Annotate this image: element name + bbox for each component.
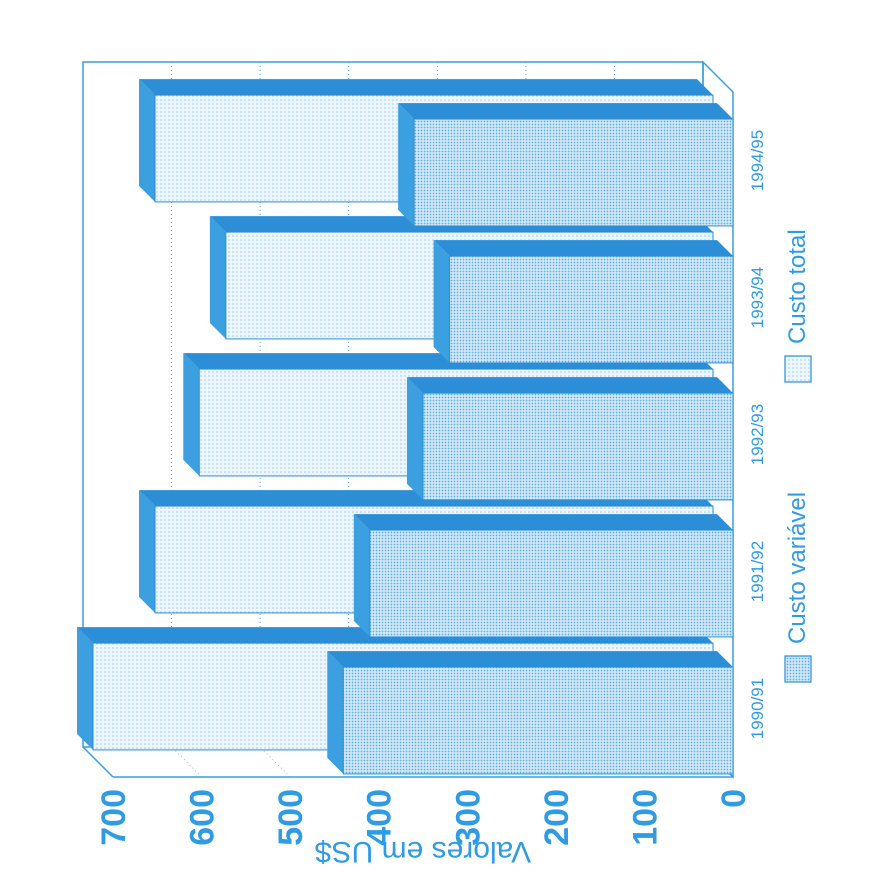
x-tick-label: 1991/92 — [748, 541, 767, 602]
bar-custo-variavel-side — [433, 240, 733, 257]
y-tick-label: 300 — [449, 789, 487, 846]
legend: Custo variável Custo total — [784, 229, 812, 683]
bar-custo-variavel — [342, 666, 734, 775]
x-tick-label: 1993/94 — [748, 267, 767, 328]
legend-swatch — [784, 655, 812, 683]
bar-custo-variavel-side — [353, 514, 733, 531]
x-tick-label: 1994/95 — [748, 130, 767, 191]
bars — [77, 79, 734, 775]
y-axis-title: Valores em US$ — [315, 835, 532, 868]
x-tick-label: 1992/93 — [748, 404, 767, 465]
y-tick-label: 200 — [538, 789, 576, 846]
bar-custo-variavel-top — [433, 240, 450, 363]
legend-swatch — [784, 355, 812, 383]
bar-custo-variavel-top — [407, 377, 423, 500]
gridline-side — [259, 746, 291, 778]
bar-custo-total-top — [209, 216, 226, 339]
bar-custo-total-top — [139, 79, 155, 202]
y-tick-label: 100 — [626, 789, 664, 846]
bar-chart-3d: 0 100 200 300 400 500 600 700 Valores em US$ 1990… — [77, 60, 812, 868]
bar-custo-variavel-side — [407, 377, 733, 394]
bar-custo-variavel-side — [327, 651, 733, 668]
bar-custo-variavel — [369, 529, 734, 638]
bar-custo-variavel — [449, 255, 734, 364]
y-tick-label: 400 — [361, 789, 399, 846]
frame-edge — [82, 746, 114, 778]
y-tick-label: 0 — [715, 789, 753, 808]
legend-label: Custo total — [784, 229, 811, 344]
bar-custo-variavel — [413, 118, 734, 227]
x-tick-label: 1990/91 — [748, 678, 767, 739]
axes: 0 100 200 300 400 500 600 700 Valores em US$ 1990… — [95, 130, 767, 868]
bar-custo-variavel-side — [398, 103, 733, 120]
bar-custo-variavel — [422, 392, 734, 501]
bar-custo-variavel-top — [353, 514, 370, 637]
bar-custo-total-top — [139, 490, 155, 613]
bar-custo-variavel-top — [398, 103, 415, 226]
bar-custo-total-top — [77, 627, 93, 750]
y-tick-label: 600 — [184, 789, 222, 846]
bar-custo-total-top — [183, 353, 200, 476]
bar-custo-total-side — [139, 79, 713, 96]
y-tick-label: 500 — [272, 789, 310, 846]
gridline-side — [171, 746, 202, 778]
y-tick-label: 700 — [95, 789, 133, 846]
legend-label: Custo variável — [784, 492, 811, 644]
bar-custo-variavel-top — [327, 651, 344, 774]
